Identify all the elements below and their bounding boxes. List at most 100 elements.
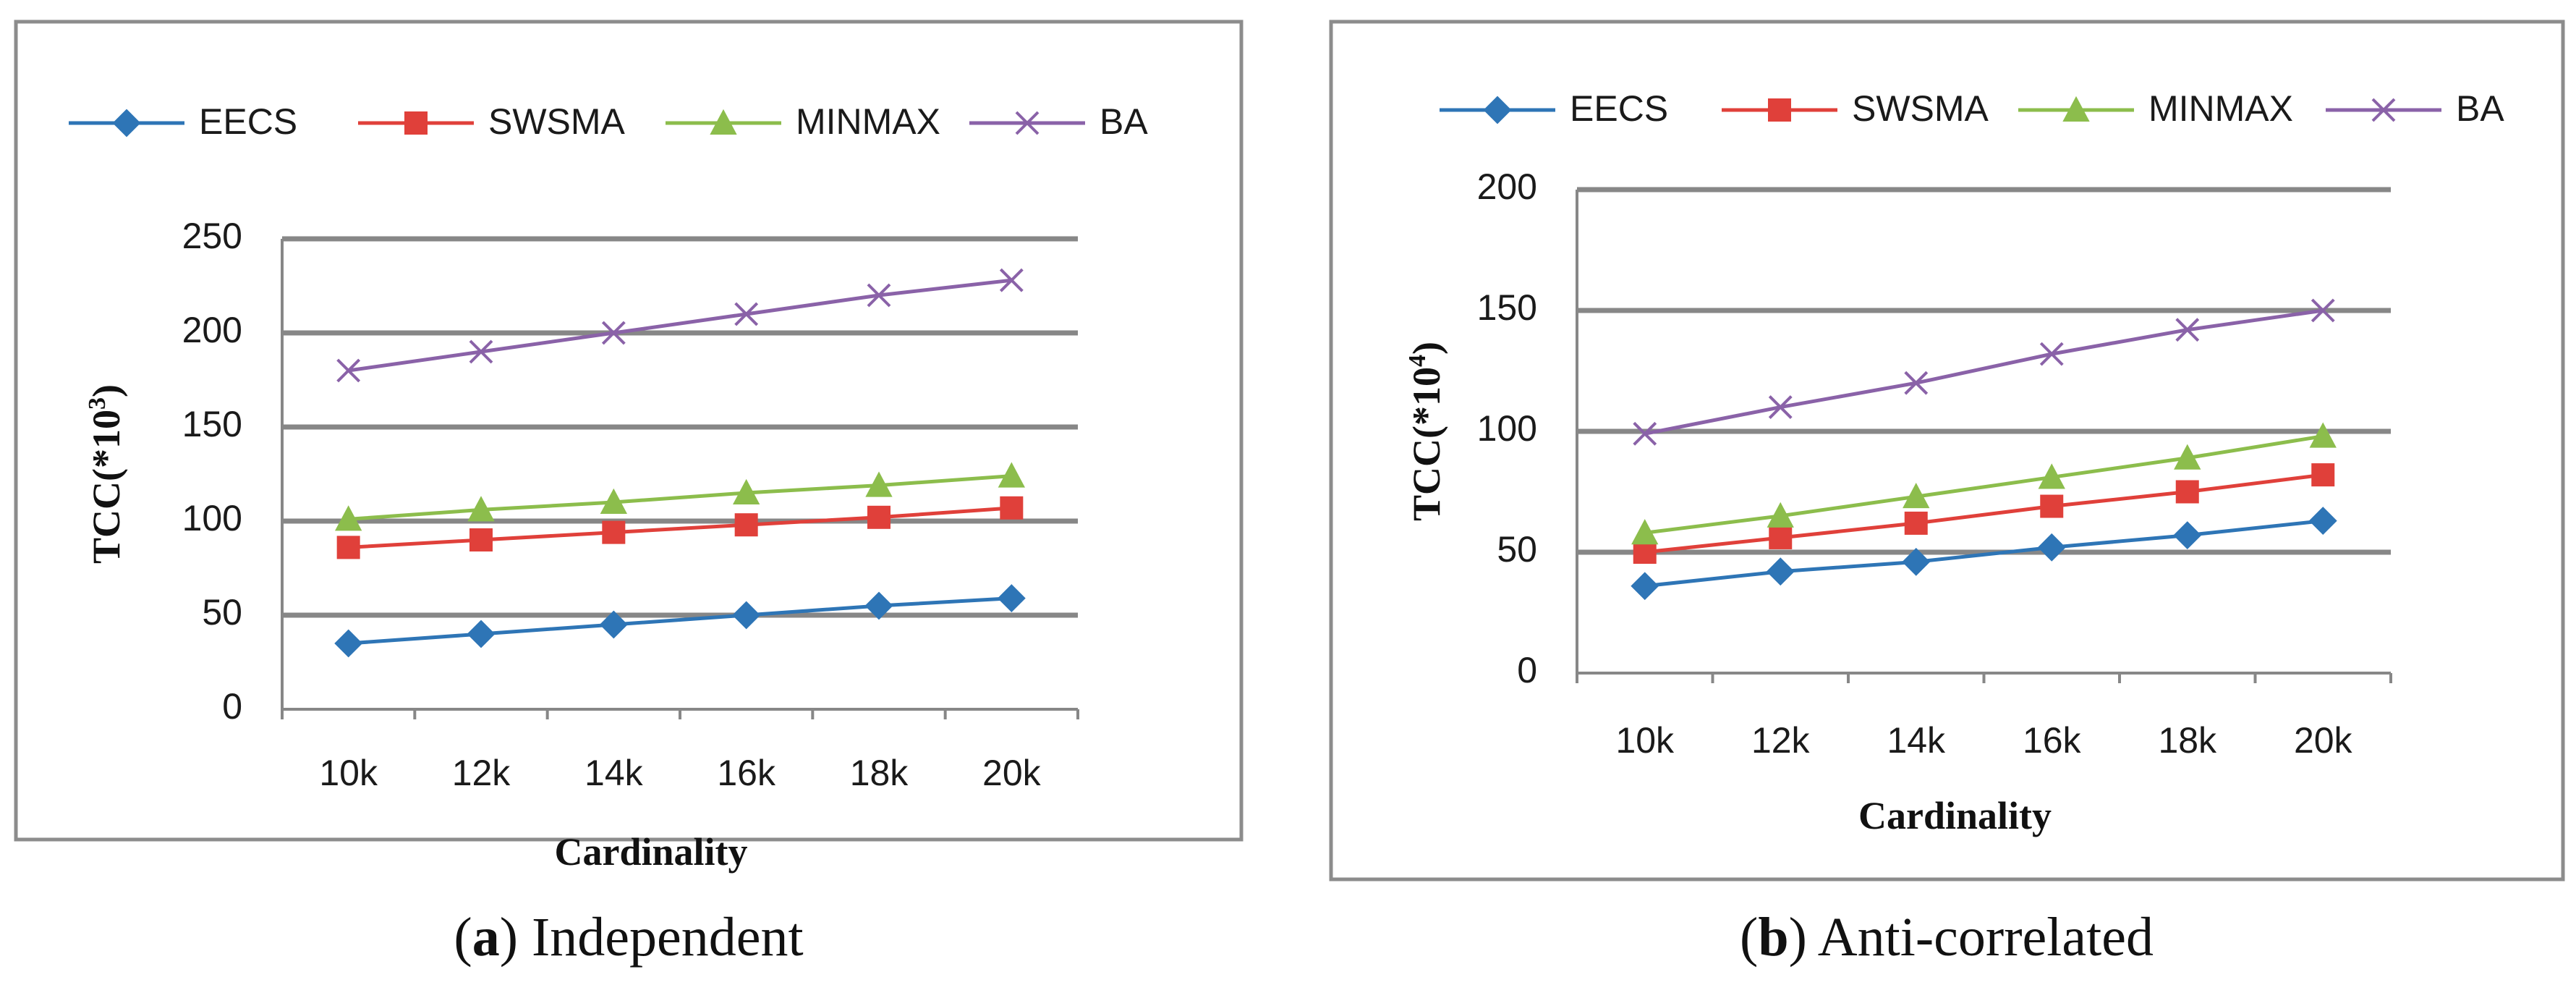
data-point-minmax bbox=[1903, 483, 1930, 509]
y-tick-label: 50 bbox=[1497, 529, 1537, 570]
data-point-ba bbox=[2175, 318, 2200, 342]
data-point-swsma bbox=[336, 536, 360, 559]
chart-panel-a: 0 50 100 150 200 250 10k 12k 14k 16k 18k 20k Cardina… bbox=[14, 20, 1244, 874]
data-point-eecs bbox=[467, 620, 496, 648]
y-tick-label: 0 bbox=[1517, 650, 1537, 690]
legend-label: MINMAX bbox=[796, 101, 940, 142]
x-axis-title: Cardinality bbox=[1858, 794, 2052, 837]
y-tick-label: 0 bbox=[222, 686, 242, 727]
series-ba bbox=[1633, 298, 2335, 446]
legend-item-swsma: SWSMA bbox=[1722, 88, 1989, 129]
chart-frame bbox=[14, 20, 1244, 842]
caption-b: (b) Anti-correlated bbox=[1740, 907, 2154, 968]
y-tick-label: 200 bbox=[1477, 166, 1537, 207]
legend-marker bbox=[1768, 98, 1791, 122]
caption-a: (a) Independent bbox=[454, 907, 803, 968]
x-axis-title: Cardinality bbox=[554, 830, 747, 874]
data-point-swsma bbox=[867, 505, 890, 529]
y-tick-label: 100 bbox=[1477, 408, 1537, 449]
legend-marker bbox=[1015, 111, 1040, 135]
data-point-eecs bbox=[864, 591, 893, 620]
series-line-eecs bbox=[348, 596, 1012, 646]
y-axis-title: TCC(*104) bbox=[1404, 342, 1448, 521]
data-point-ba bbox=[2039, 342, 2064, 366]
legend-marker bbox=[1483, 96, 1512, 124]
chart-frame bbox=[1329, 20, 2565, 882]
x-tick-label: 18k bbox=[850, 753, 909, 793]
x-tick-label: 18k bbox=[2158, 720, 2217, 761]
data-point-eecs bbox=[599, 610, 628, 639]
series-line-swsma bbox=[348, 506, 1012, 549]
data-point-minmax bbox=[335, 505, 362, 531]
data-point-minmax bbox=[1767, 502, 1794, 528]
legend: EECS SWSMA MINMAX BA bbox=[69, 101, 1148, 142]
legend-marker bbox=[710, 109, 737, 135]
data-point-swsma bbox=[734, 513, 758, 537]
data-point-swsma bbox=[1769, 525, 1793, 549]
x-tick-label: 16k bbox=[717, 753, 776, 793]
x-tick-label: 10k bbox=[1615, 720, 1675, 761]
data-point-ba bbox=[999, 268, 1024, 292]
data-point-minmax bbox=[733, 478, 760, 504]
legend-item-ba: BA bbox=[2326, 88, 2504, 129]
series-swsma bbox=[336, 496, 1024, 559]
series-minmax bbox=[335, 462, 1025, 531]
series-line-swsma bbox=[1644, 473, 2324, 554]
y-tick-label: 250 bbox=[182, 216, 242, 256]
legend-label: SWSMA bbox=[1852, 88, 1989, 129]
legend-item-ba: BA bbox=[969, 101, 1148, 142]
legend-label: MINMAX bbox=[2148, 88, 2293, 129]
data-point-eecs bbox=[334, 629, 363, 658]
data-point-minmax bbox=[467, 496, 495, 522]
series-eecs bbox=[1631, 507, 2337, 601]
legend-item-minmax: MINMAX bbox=[2018, 88, 2293, 129]
legend-marker bbox=[2371, 98, 2396, 122]
data-point-ba bbox=[734, 302, 759, 326]
legend-label: BA bbox=[2456, 88, 2504, 129]
y-tick-label: 200 bbox=[182, 310, 242, 350]
data-point-minmax bbox=[1631, 519, 1659, 545]
x-tick-label: 20k bbox=[2294, 720, 2353, 761]
x-tick-label: 14k bbox=[585, 753, 644, 793]
x-tick-label: 10k bbox=[319, 753, 378, 793]
chart-panel-b: 0 50 100 150 200 10k 12k 14k 16k 18k 20k Cardinalit… bbox=[1329, 20, 2565, 882]
data-point-minmax bbox=[2174, 444, 2201, 470]
data-point-minmax bbox=[2038, 463, 2065, 489]
data-point-ba bbox=[1768, 395, 1793, 420]
y-tick-label: 150 bbox=[182, 404, 242, 444]
data-point-minmax bbox=[998, 462, 1025, 488]
data-point-swsma bbox=[1633, 541, 1657, 564]
series-minmax bbox=[1631, 422, 2337, 545]
series-line-minmax bbox=[348, 474, 1012, 521]
legend-item-eecs: EECS bbox=[69, 101, 297, 142]
data-point-eecs bbox=[2173, 521, 2202, 550]
x-tick-label: 16k bbox=[2023, 720, 2082, 761]
legend-item-swsma: SWSMA bbox=[358, 101, 626, 142]
series-line-minmax bbox=[1644, 434, 2324, 535]
y-tick-label: 50 bbox=[202, 592, 242, 633]
legend-item-eecs: EECS bbox=[1440, 88, 1668, 129]
x-tick-label: 14k bbox=[1887, 720, 1946, 761]
legend-marker bbox=[404, 111, 428, 135]
data-point-swsma bbox=[1000, 496, 1024, 520]
data-point-ba bbox=[336, 358, 361, 383]
data-point-eecs bbox=[732, 601, 761, 630]
data-point-ba bbox=[867, 283, 891, 308]
data-point-ba bbox=[1904, 371, 1929, 395]
data-point-swsma bbox=[602, 520, 626, 544]
series-line-ba bbox=[348, 278, 1012, 373]
data-point-eecs bbox=[997, 584, 1026, 613]
data-point-eecs bbox=[1902, 547, 1931, 576]
data-point-minmax bbox=[865, 471, 893, 497]
data-point-eecs bbox=[2037, 533, 2066, 562]
data-point-minmax bbox=[2309, 422, 2337, 448]
legend-marker bbox=[2062, 96, 2090, 122]
legend: EECS SWSMA MINMAX BA bbox=[1440, 88, 2504, 129]
series-line-eecs bbox=[1644, 519, 2324, 588]
series-ba bbox=[336, 268, 1024, 383]
data-point-ba bbox=[601, 321, 626, 345]
data-point-eecs bbox=[1631, 572, 1659, 601]
y-tick-label: 100 bbox=[182, 498, 242, 538]
legend-item-minmax: MINMAX bbox=[666, 101, 940, 142]
